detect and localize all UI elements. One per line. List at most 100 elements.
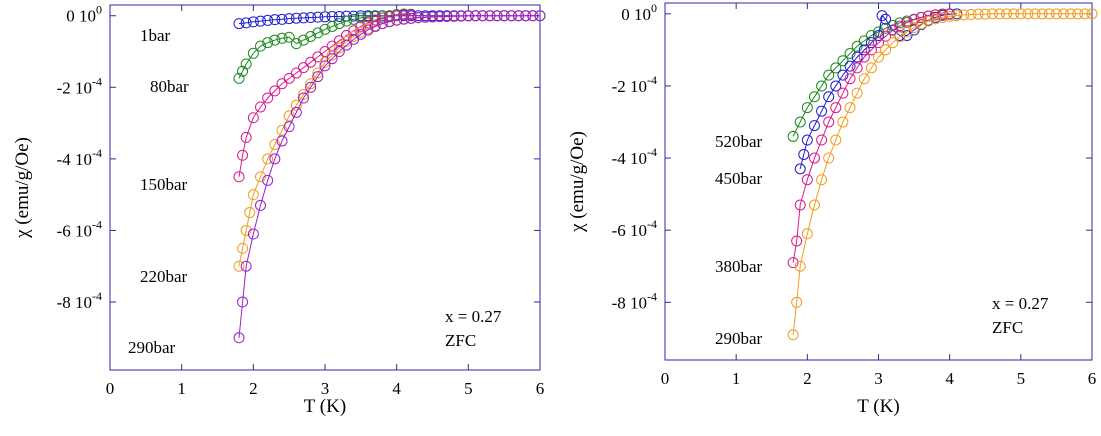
- data-point: [319, 56, 331, 68]
- data-point: [801, 102, 813, 114]
- data-point: [269, 85, 281, 97]
- y-tick-label: -8 10-4: [57, 289, 102, 312]
- data-point: [362, 24, 374, 36]
- data-point: [398, 13, 410, 25]
- data-point: [505, 10, 517, 22]
- data-point: [240, 224, 252, 236]
- series-label: 150bar: [140, 175, 188, 194]
- data-point: [369, 14, 381, 26]
- data-point: [527, 10, 539, 22]
- series-line: [792, 13, 950, 137]
- data-point: [880, 22, 892, 34]
- data-point: [965, 9, 977, 21]
- data-point: [319, 46, 331, 58]
- data-point: [851, 87, 863, 99]
- series-label: 290bar: [715, 329, 763, 348]
- data-point: [823, 152, 835, 164]
- data-point: [851, 51, 863, 63]
- data-point: [823, 69, 835, 81]
- series-line: [799, 13, 957, 170]
- series-label: 520bar: [715, 132, 763, 151]
- data-point: [908, 22, 920, 34]
- x-tick-label: 5: [464, 379, 473, 398]
- y-tick-label: -8 10-4: [612, 289, 657, 312]
- data-point: [255, 171, 266, 183]
- data-point: [801, 228, 813, 240]
- data-point: [305, 78, 317, 90]
- data-point: [794, 260, 806, 272]
- data-point: [255, 101, 266, 113]
- data-point: [276, 78, 288, 90]
- data-point: [944, 10, 956, 22]
- data-point: [837, 69, 849, 81]
- annotation: ZFC: [992, 318, 1023, 337]
- data-point: [462, 10, 474, 22]
- y-tick-label: -6 10-4: [57, 217, 102, 240]
- data-point: [513, 10, 524, 22]
- series-150bar: [233, 9, 417, 183]
- annotation: x = 0.27: [992, 294, 1049, 313]
- data-point: [880, 30, 892, 42]
- data-point: [290, 38, 302, 50]
- series-450bar: [794, 8, 963, 175]
- data-point: [1022, 8, 1034, 20]
- data-point: [787, 130, 799, 142]
- data-point: [455, 10, 467, 22]
- data-point: [240, 131, 252, 143]
- data-point: [319, 60, 331, 72]
- data-point: [269, 139, 281, 151]
- data-point: [298, 88, 309, 100]
- series-line: [238, 13, 412, 79]
- y-tick-label: -6 10-4: [612, 217, 657, 240]
- data-point: [262, 37, 274, 49]
- data-point: [247, 112, 259, 124]
- data-point: [844, 47, 856, 59]
- data-point: [808, 152, 820, 164]
- series-290bar: [233, 10, 546, 344]
- data-point: [237, 65, 249, 77]
- data-point: [305, 56, 317, 68]
- data-point: [240, 260, 252, 272]
- x-tick-label: 2: [249, 379, 258, 398]
- data-point: [830, 102, 842, 114]
- data-point: [326, 49, 338, 61]
- data-point: [979, 8, 991, 20]
- data-point: [873, 29, 884, 41]
- y-tick-label: -2 10-4: [612, 73, 657, 96]
- data-point: [376, 18, 388, 30]
- data-point: [1001, 8, 1013, 20]
- data-point: [520, 10, 532, 22]
- data-point: [986, 8, 998, 20]
- data-point: [298, 12, 309, 24]
- data-point: [312, 27, 324, 39]
- data-point: [419, 11, 431, 23]
- x-tick-label: 3: [874, 369, 883, 388]
- data-point: [333, 46, 345, 58]
- data-point: [873, 51, 884, 63]
- data-point: [405, 12, 417, 24]
- data-point: [233, 72, 245, 84]
- data-point: [844, 73, 856, 85]
- data-point: [929, 13, 941, 25]
- data-point: [319, 11, 331, 23]
- series-label: 290bar: [128, 338, 176, 357]
- data-point: [477, 10, 489, 22]
- data-point: [894, 20, 906, 32]
- data-point: [844, 60, 856, 72]
- data-point: [290, 67, 302, 79]
- data-point: [791, 296, 803, 308]
- data-point: [876, 10, 888, 22]
- data-point: [412, 12, 424, 24]
- data-point: [298, 92, 309, 104]
- data-point: [830, 80, 842, 92]
- x-tick-label: 6: [536, 379, 545, 398]
- x-tick-label: 1: [177, 379, 186, 398]
- series-label: 220bar: [140, 267, 188, 286]
- data-point: [798, 148, 810, 160]
- data-point: [794, 116, 806, 128]
- data-point: [972, 8, 984, 20]
- data-point: [319, 23, 331, 35]
- data-point: [255, 15, 266, 27]
- data-point: [858, 73, 870, 85]
- data-point: [1043, 8, 1055, 20]
